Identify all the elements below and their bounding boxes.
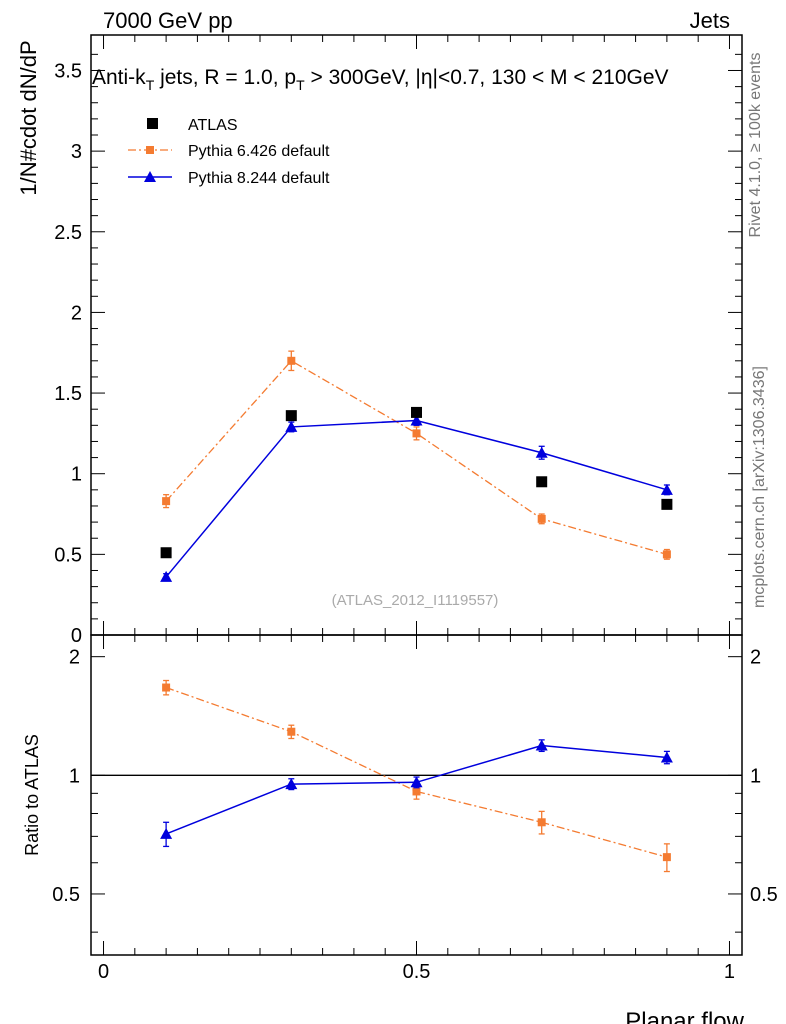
main-pythia6-point bbox=[537, 514, 546, 523]
main-pythia8-line bbox=[165, 419, 668, 578]
main-y-tick-label: 0.5 bbox=[54, 544, 82, 566]
legend-pythia6-label: Pythia 6.426 default bbox=[188, 143, 330, 160]
legend-atlas-label: ATLAS bbox=[188, 117, 238, 134]
main-ylabel: 1/N#cdot dN/dP bbox=[16, 40, 41, 195]
ratio-pythia6-point bbox=[287, 727, 296, 736]
main-pythia8-point bbox=[410, 414, 423, 426]
main-y-tick-label: 3.5 bbox=[54, 60, 82, 82]
main-pythia6-point bbox=[662, 550, 671, 559]
ratio-y-tick-label: 1 bbox=[69, 765, 80, 787]
main-y-tick-label: 2.5 bbox=[54, 222, 82, 244]
ratio-xlabel: Planar flow bbox=[625, 1008, 744, 1024]
main-atlas-point bbox=[536, 476, 548, 488]
data-marks bbox=[91, 350, 742, 873]
axis-ticks: 0 0.5 1 0 0.5 1 1.5 2 2.5 3 3.5 0.5 0.5 1 1 2 2 bbox=[52, 35, 778, 983]
main-atlas-point bbox=[661, 498, 673, 510]
main-pythia8-point bbox=[285, 420, 298, 432]
main-pythia8-point bbox=[660, 483, 673, 495]
x-tick-label: 1 bbox=[724, 961, 735, 983]
legend: ATLAS Pythia 6.426 default Pythia 8.244 … bbox=[128, 117, 330, 187]
main-pythia6-point bbox=[287, 356, 296, 365]
analysis-watermark: (ATLAS_2012_I1119557) bbox=[332, 592, 499, 609]
main-pythia8-point bbox=[160, 570, 173, 582]
main-y-tick-label: 0 bbox=[71, 625, 82, 647]
x-tick-label: 0.5 bbox=[403, 961, 431, 983]
ratio-y-tick-label: 2 bbox=[69, 647, 80, 669]
ratio-y-tick-label: 0.5 bbox=[52, 884, 80, 906]
main-y-tick-label: 2 bbox=[71, 302, 82, 324]
ratio-pythia6-point bbox=[662, 853, 671, 862]
rivet-label: Rivet 4.1.0, ≥ 100k events bbox=[747, 53, 764, 238]
legend-pythia6-marker bbox=[146, 146, 154, 154]
main-pythia6-point bbox=[412, 429, 421, 438]
main-pythia6-line bbox=[165, 359, 668, 555]
ratio-y-tick-label-right: 2 bbox=[750, 647, 761, 669]
ratio-pythia8-point bbox=[535, 739, 548, 751]
main-pythia8-point bbox=[535, 446, 548, 458]
legend-atlas-marker bbox=[147, 118, 158, 129]
ratio-pythia8-point bbox=[160, 827, 173, 839]
ratio-pythia8-point bbox=[660, 751, 673, 763]
main-atlas-point bbox=[411, 406, 422, 418]
header-left: 7000 GeV pp bbox=[103, 8, 233, 33]
ratio-pythia6-line bbox=[165, 686, 668, 858]
ratio-y-tick-label-right: 1 bbox=[750, 765, 761, 787]
main-title: Anti-kT jets, R = 1.0, pT > 300GeV, |η|<… bbox=[92, 66, 669, 93]
main-atlas-point bbox=[285, 410, 297, 422]
main-y-tick-label: 1.5 bbox=[54, 383, 82, 405]
main-y-tick-label: 3 bbox=[71, 141, 82, 163]
ratio-pythia8-point bbox=[410, 776, 423, 788]
ratio-y-tick-label-right: 0.5 bbox=[750, 884, 778, 906]
main-y-tick-label: 1 bbox=[71, 464, 82, 486]
legend-pythia8-marker bbox=[144, 171, 156, 182]
ratio-ylabel: Ratio to ATLAS bbox=[22, 734, 42, 856]
ratio-pythia6-point bbox=[537, 818, 546, 827]
mcplots-label: mcplots.cern.ch [arXiv:1306.3436] bbox=[751, 366, 768, 608]
ratio-pythia8-point bbox=[285, 778, 298, 790]
x-tick-label: 0 bbox=[98, 961, 109, 983]
header-right: Jets bbox=[690, 8, 730, 33]
main-atlas-point bbox=[160, 547, 172, 559]
ratio-pythia6-point bbox=[412, 787, 421, 796]
ratio-pythia6-point bbox=[162, 683, 171, 692]
legend-pythia8-label: Pythia 8.244 default bbox=[188, 170, 330, 187]
main-pythia6-point bbox=[162, 497, 171, 506]
